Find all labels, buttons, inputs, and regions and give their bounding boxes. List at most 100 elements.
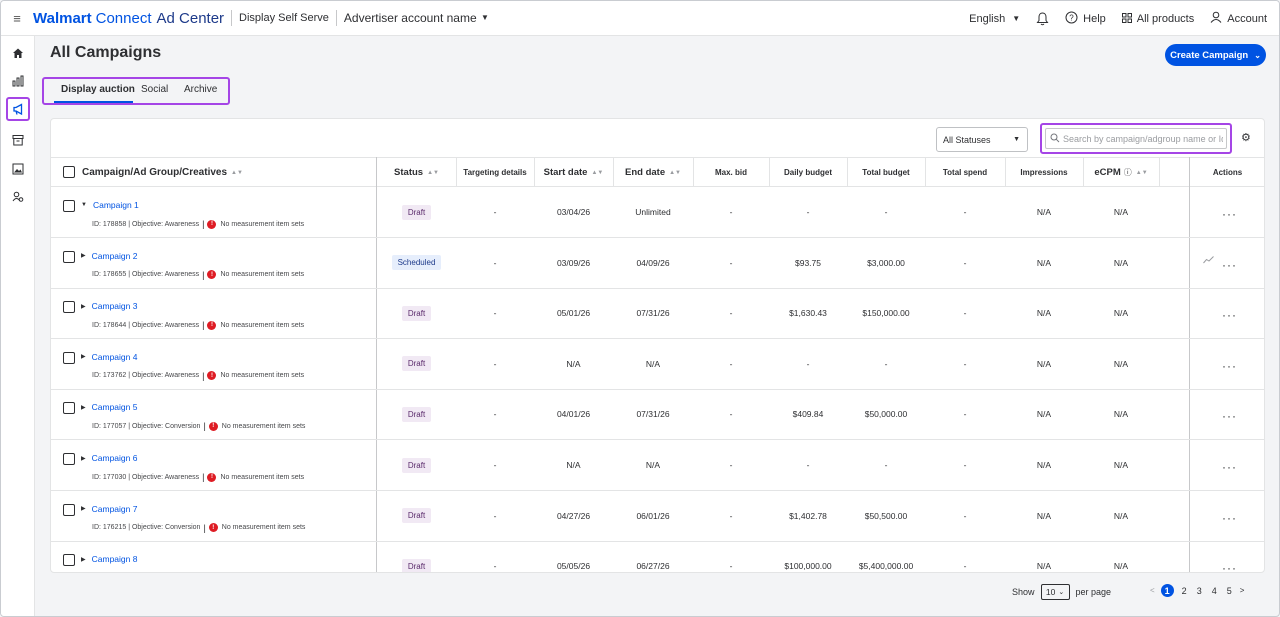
chevron-down-icon[interactable]: ▼ — [481, 13, 489, 22]
tab-archive[interactable]: Archive — [184, 84, 218, 95]
row-checkbox[interactable] — [63, 301, 75, 314]
column-header-ecpm[interactable]: eCPM ⓘ ▲▼ — [1083, 158, 1159, 187]
account-button[interactable]: Account — [1210, 11, 1267, 26]
top-bar: ≡ Walmart Connect Ad Center Display Self… — [1, 1, 1279, 36]
per-page-value: 10 — [1045, 587, 1056, 597]
campaign-name-link[interactable]: ▶ Campaign 8 — [81, 554, 137, 564]
status-filter-value: All Statuses — [943, 134, 991, 145]
user-icon — [1210, 11, 1222, 26]
more-actions-icon[interactable]: ··· — [1222, 308, 1237, 323]
total-spend-cell: - — [963, 510, 967, 521]
row-checkbox[interactable] — [63, 250, 75, 263]
brand-connect: Connect — [95, 9, 152, 27]
expand-caret-icon[interactable]: ▶ — [81, 303, 86, 310]
bell-icon — [1036, 11, 1049, 25]
brand-logo[interactable]: Walmart Connect Ad Center — [33, 10, 224, 27]
select-all-checkbox[interactable] — [63, 166, 75, 178]
per-page-select[interactable]: 10 ⌄ — [1040, 584, 1070, 600]
menu-icon[interactable]: ≡ — [13, 10, 21, 26]
language-selector[interactable]: English ▼ — [969, 13, 1020, 25]
campaign-meta: ID: 178655 | Objective: Awareness |! No me… — [92, 270, 304, 280]
row-checkbox[interactable] — [63, 554, 75, 567]
trend-chart-icon[interactable] — [1203, 255, 1214, 266]
search-icon — [1050, 133, 1060, 145]
campaign-name-link[interactable]: ▶ Campaign 7 — [81, 504, 137, 514]
expand-caret-icon[interactable]: ▶ — [81, 404, 86, 411]
divider: | — [202, 219, 205, 229]
column-header-end-date[interactable]: End date ▲▼ — [613, 158, 693, 187]
status-filter-select[interactable]: All Statuses ▼ — [936, 127, 1028, 152]
expand-caret-icon[interactable]: ▶ — [81, 253, 86, 260]
expand-caret-icon[interactable]: ▶ — [81, 556, 86, 563]
gear-icon[interactable]: ⚙ — [1241, 132, 1251, 144]
column-divider — [769, 157, 770, 187]
campaign-name-link[interactable]: ▶ Campaign 3 — [81, 301, 137, 311]
expand-caret-icon[interactable]: ▶ — [81, 354, 86, 361]
account-name: Advertiser account name — [343, 11, 477, 25]
more-actions-icon[interactable]: ··· — [1222, 207, 1237, 221]
page-button-1[interactable]: 1 — [1160, 584, 1174, 597]
sort-icon: ▲▼ — [231, 169, 243, 176]
expand-caret-icon[interactable]: ▶ — [81, 455, 86, 462]
campaign-id-objective: ID: 177030 | Objective: Awareness — [92, 473, 200, 481]
row-checkbox[interactable] — [63, 402, 75, 415]
more-actions-icon[interactable]: ··· — [1222, 561, 1237, 573]
divider: | — [202, 370, 205, 381]
column-label: Max. bid — [714, 168, 747, 177]
search-field — [1045, 128, 1227, 149]
audience-settings-icon[interactable] — [6, 185, 30, 209]
more-actions-icon[interactable]: ··· — [1222, 460, 1237, 474]
campaign-name-link[interactable]: ▶ Campaign 5 — [81, 402, 137, 412]
account-selector[interactable]: Advertiser account name — [344, 11, 477, 25]
campaign-name: Campaign 8 — [91, 554, 138, 565]
more-actions-icon[interactable]: ··· — [1222, 358, 1237, 373]
end-cell: N/A — [645, 358, 661, 369]
alert-icon: ! — [207, 219, 217, 229]
max-bid-cell: - — [729, 308, 733, 319]
campaign-name-link[interactable]: ▶ Campaign 6 — [81, 453, 137, 463]
info-icon[interactable]: ⓘ — [1123, 168, 1132, 177]
row-checkbox[interactable] — [63, 200, 75, 212]
notifications-button[interactable] — [1036, 11, 1049, 26]
archive-box-icon[interactable] — [6, 128, 30, 152]
more-actions-icon[interactable]: ··· — [1222, 409, 1237, 424]
alert-icon: ! — [207, 320, 217, 330]
create-campaign-button[interactable]: Create Campaign ⌄ — [1165, 44, 1266, 66]
campaign-name-link[interactable]: ▶ Campaign 2 — [81, 251, 137, 261]
all-products-button[interactable]: All products — [1121, 11, 1194, 26]
table-row: ▶ Campaign 4 ID: 173762 | Objective: Aware… — [51, 339, 1264, 390]
more-actions-icon[interactable]: ··· — [1222, 510, 1237, 525]
expand-caret-icon[interactable]: ▶ — [81, 506, 86, 513]
column-header-start-date[interactable]: Start date ▲▼ — [534, 158, 613, 187]
column-header-status[interactable]: Status ▲▼ — [377, 158, 456, 187]
creative-image-icon[interactable] — [6, 157, 30, 181]
pagination: < 1 2 3 4 5 > — [1147, 584, 1247, 597]
end-cell: 06/27/26 — [636, 561, 670, 572]
campaign-tabs: Display auction Social Archive — [42, 77, 230, 105]
tab-display-auction[interactable]: Display auction — [61, 84, 135, 95]
page-button-2[interactable]: 2 — [1181, 585, 1187, 596]
home-icon[interactable] — [6, 41, 30, 65]
prev-page-button[interactable]: < — [1150, 586, 1155, 595]
page-button-5[interactable]: 5 — [1226, 585, 1232, 596]
collapse-caret-icon[interactable]: ▼ — [81, 202, 87, 208]
reports-icon[interactable] — [6, 69, 30, 93]
help-button[interactable]: ? Help — [1065, 11, 1106, 27]
search-input[interactable] — [1063, 133, 1223, 144]
next-page-button[interactable]: > — [1239, 586, 1245, 595]
page-button-4[interactable]: 4 — [1211, 585, 1217, 596]
max-bid-cell: - — [729, 257, 733, 268]
column-label: Total spend — [942, 168, 988, 177]
row-checkbox[interactable] — [63, 351, 75, 364]
total-spend-cell: - — [963, 207, 967, 217]
table-row: ▶ Campaign 5 ID: 177057 | Objective: Conve… — [51, 389, 1264, 441]
page-button-3[interactable]: 3 — [1196, 585, 1202, 596]
more-actions-icon[interactable]: ··· — [1222, 257, 1237, 272]
campaign-name-link[interactable]: ▶ Campaign 4 — [81, 352, 137, 362]
row-checkbox[interactable] — [63, 503, 75, 516]
campaign-name-link[interactable]: ▼ Campaign 1 — [81, 200, 139, 210]
column-header-campaign[interactable]: Campaign/Ad Group/Creatives ▲▼ — [51, 158, 376, 187]
tab-social[interactable]: Social — [141, 84, 169, 95]
campaigns-megaphone-icon[interactable] — [6, 97, 30, 121]
row-checkbox[interactable] — [63, 453, 75, 465]
